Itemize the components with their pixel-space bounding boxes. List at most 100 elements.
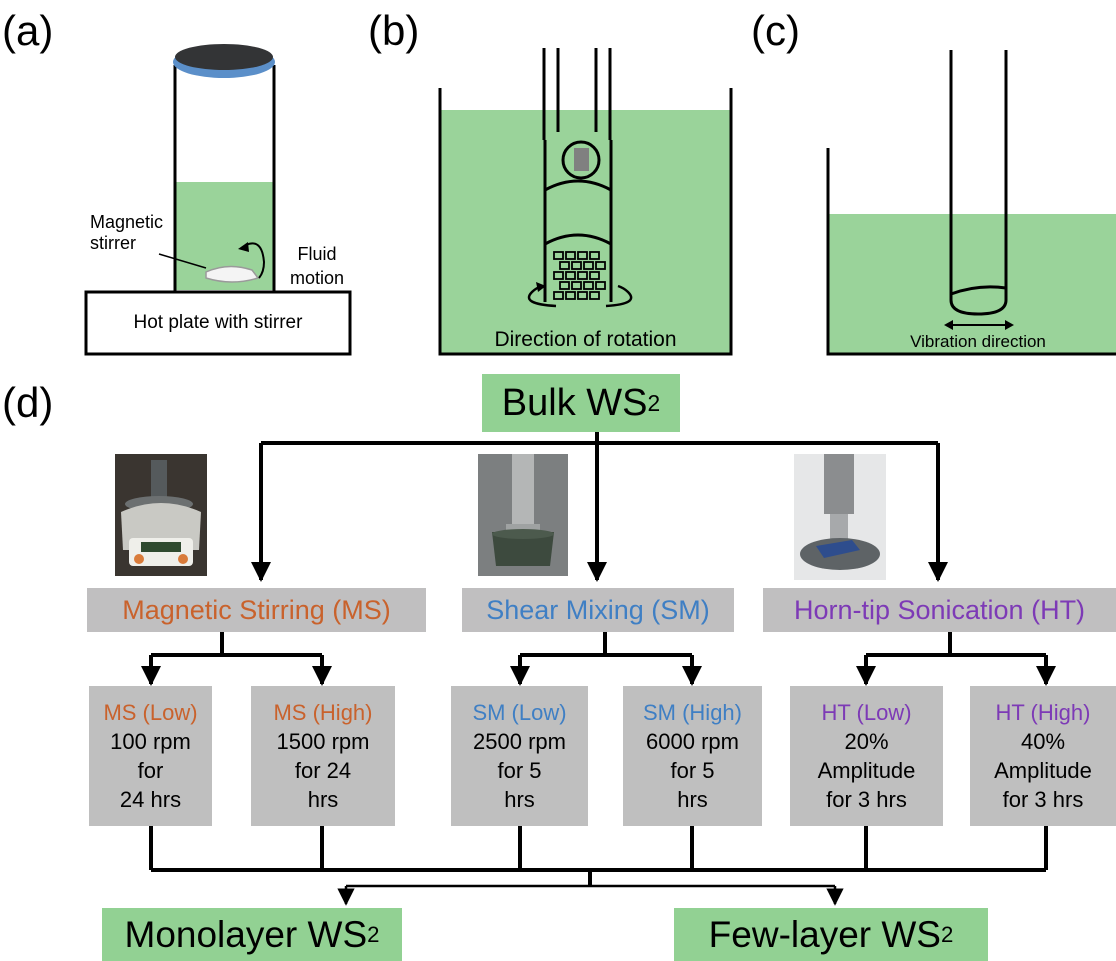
condition-title: HT (High) [995, 700, 1091, 725]
panel-label-d: (d) [2, 379, 54, 426]
condition-title: MS (High) [273, 700, 373, 725]
condition-line: 6000 rpm [646, 729, 739, 754]
rotation-arc-right [605, 284, 633, 308]
panel-label-a: (a) [2, 7, 54, 54]
stator-hole [553, 291, 564, 300]
condition-title: SM (Low) [472, 700, 567, 725]
condition-line: for 24 [294, 758, 352, 783]
condition-line: 100 rpm [110, 729, 191, 754]
condition-line: for 5 [497, 758, 542, 783]
method-box-ht: Horn-tip Sonication (HT) [763, 588, 1116, 632]
rotation-arrowhead [536, 282, 546, 292]
condition-box-sm-high: SM (High) 6000 rpm for 5 hrs [623, 686, 762, 826]
monolayer-ws2-subscript: 2 [367, 921, 380, 947]
few-layer-ws2-subscript: 2 [940, 921, 954, 947]
vibration-label: Vibration direction [910, 332, 1046, 351]
stator-hole [583, 261, 594, 270]
stator-holes [553, 251, 606, 300]
fluid-motion-arc [245, 242, 266, 279]
stator-hole [553, 271, 564, 280]
cylinder-opening [175, 44, 273, 70]
stator-hole [559, 281, 570, 290]
stator-hole [565, 291, 576, 300]
condition-title: SM (High) [642, 700, 742, 725]
stator-hole [577, 251, 588, 260]
stator-hole [553, 251, 564, 260]
condition-line: hrs [307, 787, 339, 812]
horn-tip-bottom [949, 299, 1008, 316]
condition-line: hrs [504, 787, 535, 812]
hot-plate [84, 290, 352, 356]
condition-line: for 5 [670, 758, 715, 783]
rotation-label: Direction of rotation [494, 328, 677, 351]
stirrer-label: Magnetic stirrer [90, 212, 163, 254]
stator-band-top [544, 179, 612, 192]
bath-fluid [828, 214, 1116, 354]
method-box-ms: Magnetic Stirring (MS) [87, 588, 426, 632]
stator-hole [565, 271, 576, 280]
condition-line: 2500 rpm [473, 729, 566, 754]
stator-hole [571, 281, 582, 290]
stator-hole [589, 251, 600, 260]
fluid-motion-label: Fluid motion [290, 242, 344, 290]
panel-b-drawing [438, 48, 733, 356]
condition-line: hrs [677, 787, 708, 812]
condition-line: Amplitude [994, 758, 1092, 783]
shear-mixer-photo [478, 454, 568, 576]
stator-hole [595, 261, 606, 270]
condition-line: for 3 hrs [826, 787, 907, 812]
monolayer-ws2-box: Monolayer WS 2 [102, 908, 402, 961]
condition-line: for [137, 758, 164, 783]
condition-box-ms-low: MS (Low) 100 rpm for 24 hrs [89, 686, 212, 826]
horn-sonicator-photo [794, 454, 886, 580]
fluid-label-line1: Fluid [297, 244, 337, 264]
method-label-sm: Shear Mixing (SM) [486, 594, 710, 625]
condition-box-sm-low: SM (Low) 2500 rpm for 5 hrs [451, 686, 588, 826]
hot-plate-label: Hot plate with stirrer [133, 312, 303, 333]
condition-box-ms-high: MS (High) 1500 rpm for 24 hrs [251, 686, 395, 826]
panel-c-drawing [826, 50, 1116, 356]
panel-a-drawing [84, 44, 352, 356]
stirrer-bar [205, 265, 260, 283]
stator-hole [583, 281, 594, 290]
fluid-label-line2: motion [290, 268, 345, 288]
magnetic-stirrer-photo [115, 454, 207, 576]
condition-line: Amplitude [817, 758, 916, 783]
stator-hole [559, 261, 570, 270]
vibration-arrowhead-right [1005, 320, 1014, 330]
beaker-wall [438, 88, 733, 356]
condition-title: MS (Low) [103, 700, 198, 725]
stirrer-pointer [158, 253, 207, 269]
bulk-ws2-subscript: 2 [647, 389, 661, 416]
few-layer-ws2-text: Few-layer WS [708, 913, 941, 955]
condition-box-ht-high: HT (High) 40% Amplitude for 3 hrs [970, 686, 1116, 826]
bath-wall [826, 148, 1116, 356]
stator-hole [595, 281, 606, 290]
stator-hole [571, 261, 582, 270]
stator-hole [589, 271, 600, 280]
panel-label-c: (c) [751, 7, 800, 54]
panel-label-b: (b) [368, 7, 420, 54]
method-box-sm: Shear Mixing (SM) [462, 588, 734, 632]
condition-line: 20% [844, 729, 889, 754]
bulk-ws2-text: Bulk WS [501, 381, 648, 424]
condition-line: 24 hrs [119, 787, 182, 812]
condition-box-ht-low: HT (Low) 20% Amplitude for 3 hrs [790, 686, 943, 826]
rotor-window-insert [574, 148, 589, 171]
method-label-ht: Horn-tip Sonication (HT) [793, 594, 1086, 625]
condition-line: 40% [1020, 729, 1066, 754]
fluid-motion-arrowhead [238, 242, 249, 252]
few-layer-ws2-box: Few-layer WS 2 [674, 908, 988, 961]
condition-title: HT (Low) [821, 700, 912, 725]
stator-hole [577, 271, 588, 280]
condition-line: 1500 rpm [276, 729, 370, 754]
stator-hole [577, 291, 588, 300]
stirrer-label-line2: stirrer [90, 233, 136, 253]
bulk-ws2-box: Bulk WS 2 [482, 374, 680, 432]
monolayer-ws2-text: Monolayer WS [124, 913, 368, 955]
condition-line: for 3 hrs [1002, 787, 1084, 812]
stirrer-label-line1: Magnetic [90, 212, 164, 232]
method-label-ms: Magnetic Stirring (MS) [122, 594, 391, 625]
